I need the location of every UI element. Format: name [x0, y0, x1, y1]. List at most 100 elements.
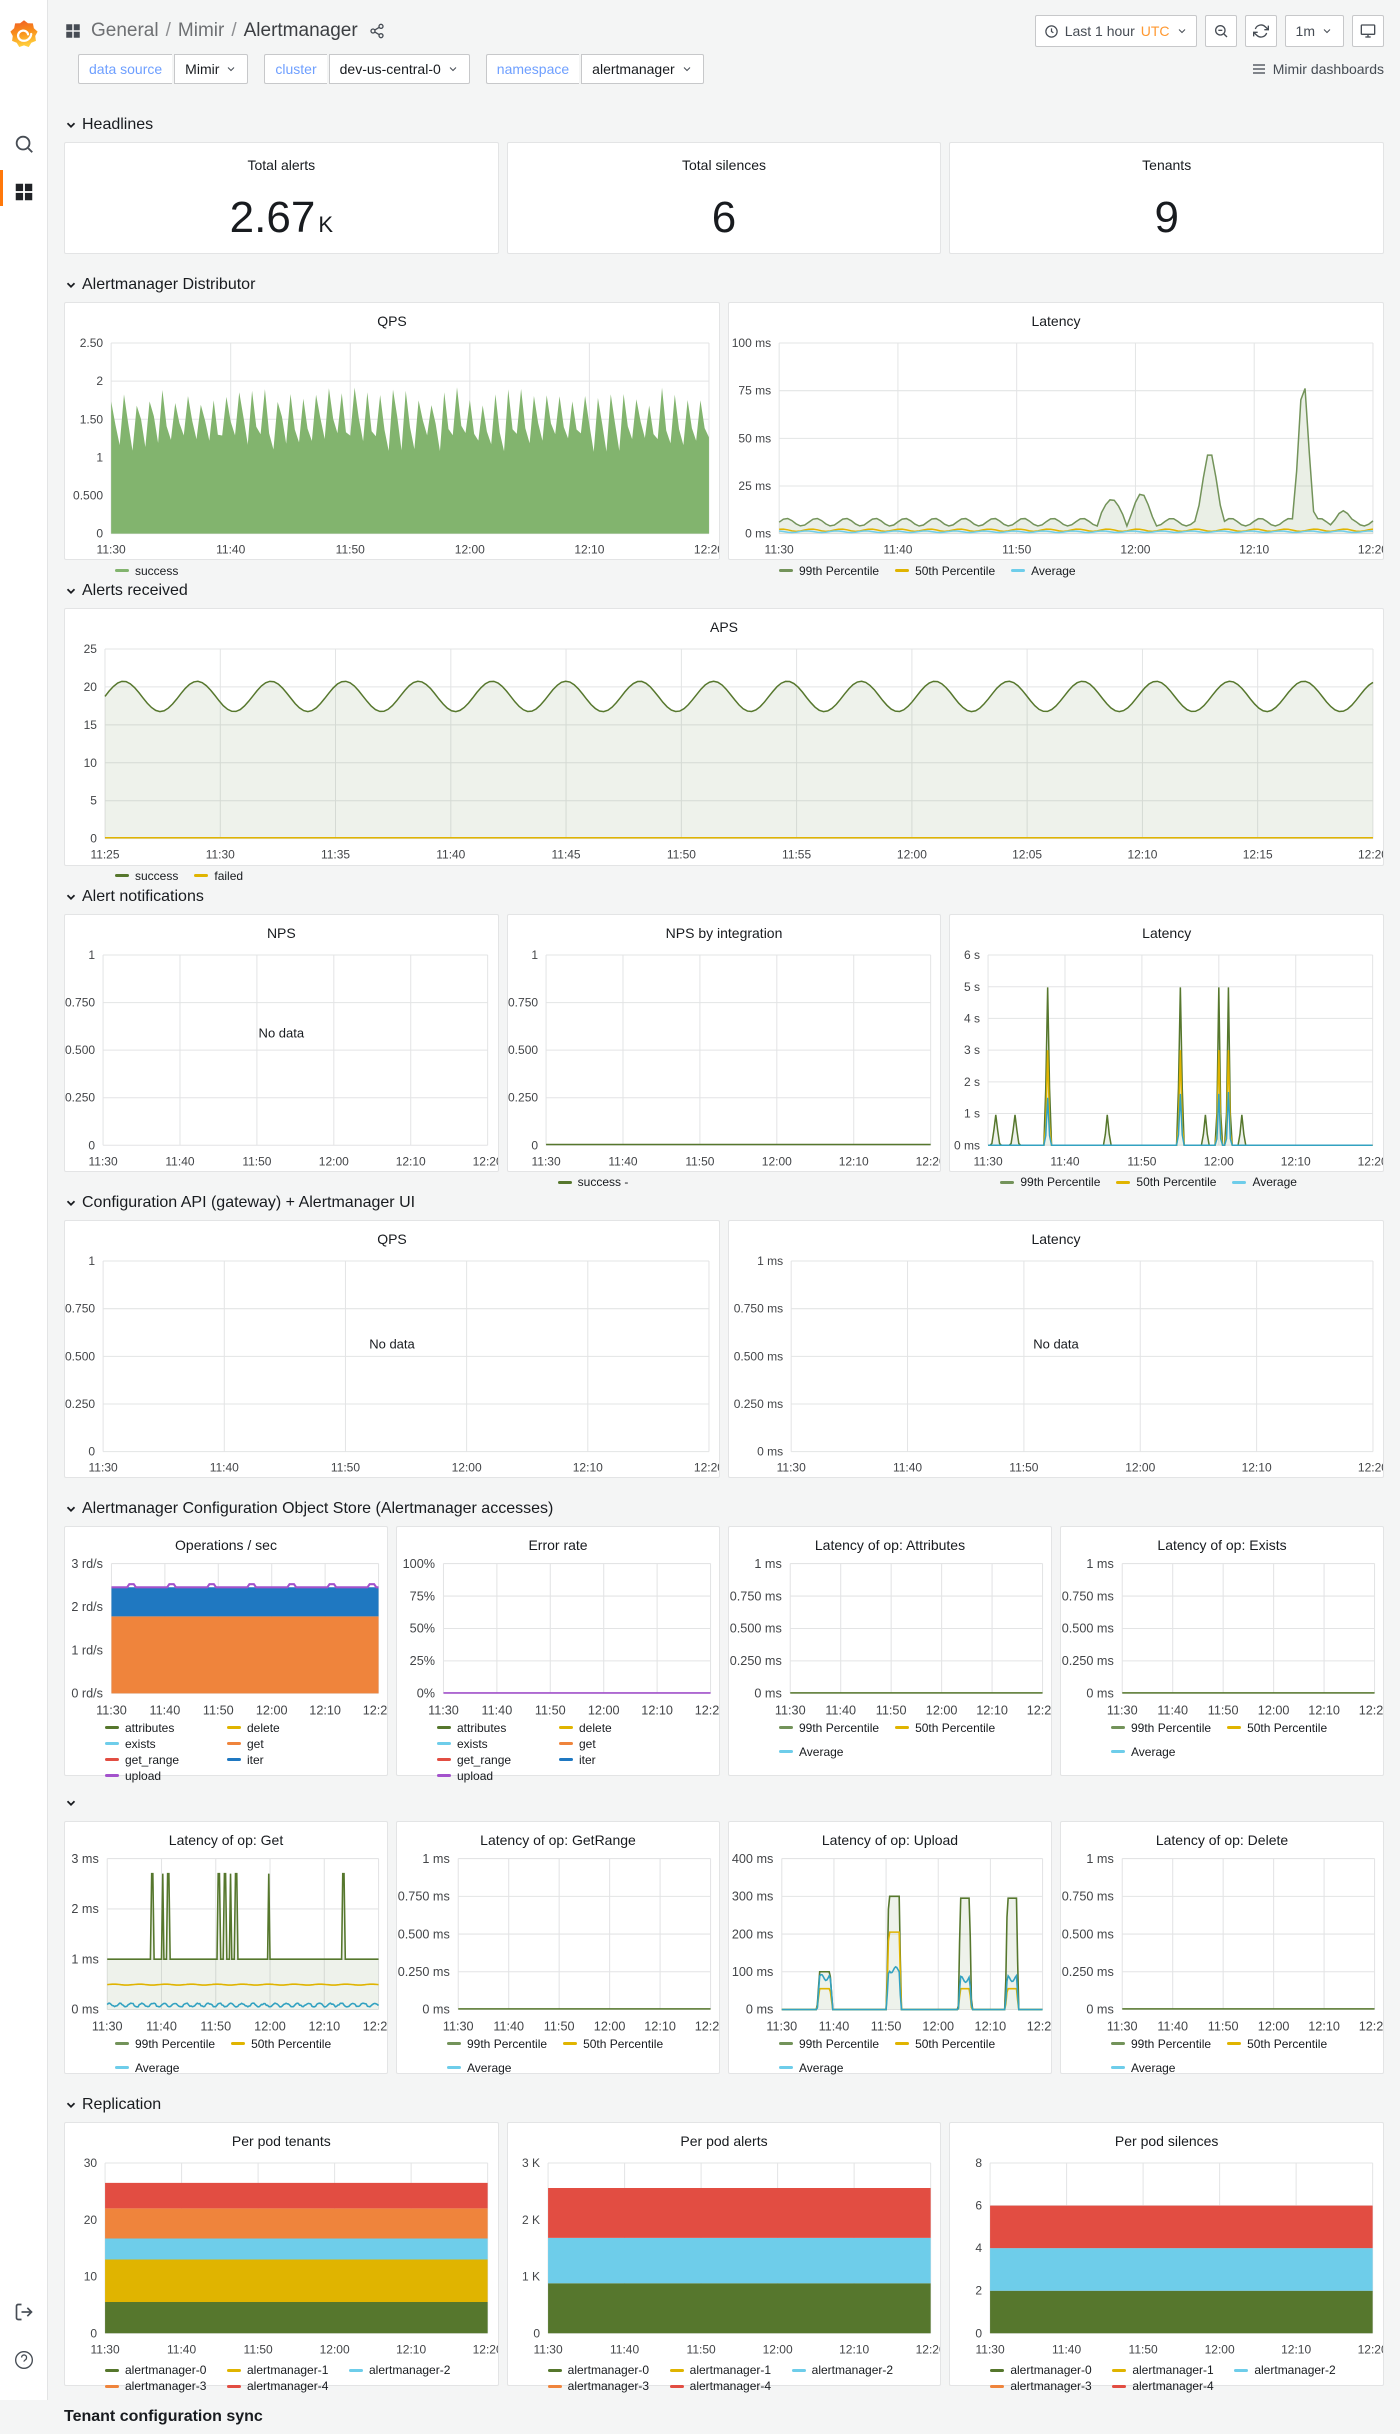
svg-text:4: 4 — [976, 2241, 983, 2255]
svg-text:11:40: 11:40 — [608, 1154, 637, 1168]
svg-text:0.750 ms: 0.750 ms — [1062, 1890, 1114, 1904]
svg-text:0 ms: 0 ms — [746, 2003, 773, 2017]
svg-text:300 ms: 300 ms — [732, 1890, 774, 1904]
svg-text:0.750 ms: 0.750 ms — [734, 1302, 783, 1316]
svg-text:11:30: 11:30 — [428, 1704, 459, 1717]
svg-text:0 ms: 0 ms — [757, 1445, 783, 1459]
svg-text:0.750 ms: 0.750 ms — [1062, 1589, 1114, 1603]
svg-text:1.50: 1.50 — [80, 412, 104, 426]
svg-text:12:10: 12:10 — [1281, 1154, 1311, 1168]
svg-text:12:10: 12:10 — [838, 1154, 868, 1168]
svg-text:0 ms: 0 ms — [754, 1687, 781, 1701]
svg-text:1 ms: 1 ms — [754, 1557, 781, 1571]
svg-text:0 ms: 0 ms — [71, 2003, 98, 2017]
svg-text:0.500 ms: 0.500 ms — [1062, 1927, 1114, 1941]
svg-text:0.750: 0.750 — [508, 996, 538, 1010]
svg-text:12:00: 12:00 — [1125, 1461, 1155, 1475]
svg-text:1 K: 1 K — [522, 2269, 540, 2283]
svg-text:12:10: 12:10 — [574, 543, 604, 557]
svg-text:0.250: 0.250 — [65, 1397, 95, 1411]
svg-text:0 rd/s: 0 rd/s — [71, 1687, 103, 1701]
svg-text:11:30: 11:30 — [766, 2020, 797, 2033]
svg-text:1 s: 1 s — [964, 1107, 980, 1121]
svg-text:0 ms: 0 ms — [422, 2003, 449, 2017]
svg-text:11:40: 11:40 — [1052, 2342, 1081, 2356]
svg-text:11:30: 11:30 — [533, 2342, 562, 2356]
svg-text:0: 0 — [533, 2326, 540, 2340]
svg-text:0%: 0% — [417, 1687, 435, 1701]
svg-text:12:00: 12:00 — [452, 1461, 482, 1475]
svg-text:25: 25 — [84, 642, 98, 656]
svg-text:4 s: 4 s — [964, 1011, 980, 1025]
svg-text:12:20: 12:20 — [473, 2342, 498, 2356]
svg-text:0.500: 0.500 — [65, 1349, 95, 1363]
svg-text:12:00: 12:00 — [594, 2020, 626, 2033]
svg-text:0.500: 0.500 — [73, 489, 103, 503]
svg-text:12:10: 12:10 — [1308, 1704, 1340, 1717]
svg-text:1: 1 — [88, 948, 95, 962]
svg-text:2 ms: 2 ms — [71, 1902, 98, 1916]
svg-text:10: 10 — [84, 756, 98, 770]
svg-text:2 s: 2 s — [964, 1075, 980, 1089]
svg-text:11:50: 11:50 — [1208, 2020, 1239, 2033]
svg-text:11:40: 11:40 — [150, 1704, 181, 1717]
svg-text:12:00: 12:00 — [1204, 1154, 1234, 1168]
svg-text:12:00: 12:00 — [256, 1704, 288, 1717]
svg-text:1: 1 — [88, 1254, 95, 1268]
svg-text:12:20: 12:20 — [1358, 1154, 1383, 1168]
svg-text:0: 0 — [88, 1445, 95, 1459]
svg-text:12:20: 12:20 — [1359, 2020, 1383, 2033]
svg-text:11:50: 11:50 — [685, 1154, 714, 1168]
svg-text:12:00: 12:00 — [1258, 2020, 1290, 2033]
svg-text:0.250 ms: 0.250 ms — [398, 1965, 450, 1979]
svg-text:75 ms: 75 ms — [738, 384, 771, 398]
svg-text:12:00: 12:00 — [926, 1704, 958, 1717]
svg-text:11:40: 11:40 — [610, 2342, 639, 2356]
svg-text:2 rd/s: 2 rd/s — [71, 1600, 103, 1614]
svg-text:0.500: 0.500 — [65, 1043, 95, 1057]
svg-text:25%: 25% — [410, 1654, 435, 1668]
svg-text:11:30: 11:30 — [91, 2342, 120, 2356]
svg-text:12:00: 12:00 — [254, 2020, 286, 2033]
svg-text:12:00: 12:00 — [897, 848, 927, 862]
svg-text:0.750 ms: 0.750 ms — [730, 1589, 782, 1603]
svg-text:12:20: 12:20 — [1359, 1704, 1383, 1717]
svg-text:11:30: 11:30 — [531, 1154, 560, 1168]
svg-text:0.750: 0.750 — [65, 996, 95, 1010]
svg-text:12:10: 12:10 — [641, 1704, 673, 1717]
svg-text:11:50: 11:50 — [203, 1704, 234, 1717]
svg-text:11:50: 11:50 — [1129, 2342, 1158, 2356]
svg-text:11:50: 11:50 — [242, 1154, 271, 1168]
svg-text:12:00: 12:00 — [761, 1154, 791, 1168]
svg-text:0.750: 0.750 — [65, 1302, 95, 1316]
svg-text:1 ms: 1 ms — [757, 1254, 783, 1268]
svg-text:11:40: 11:40 — [167, 2342, 196, 2356]
svg-text:12:15: 12:15 — [1243, 848, 1273, 862]
svg-text:12:10: 12:10 — [308, 2020, 340, 2033]
svg-text:12:10: 12:10 — [839, 2342, 869, 2356]
svg-text:0.500 ms: 0.500 ms — [1062, 1622, 1114, 1636]
svg-text:11:40: 11:40 — [146, 2020, 177, 2033]
svg-text:11:50: 11:50 — [535, 1704, 566, 1717]
svg-text:11:30: 11:30 — [974, 1154, 1003, 1168]
svg-text:2: 2 — [96, 374, 103, 388]
svg-text:30: 30 — [84, 2156, 98, 2170]
svg-text:12:20: 12:20 — [1027, 2020, 1051, 2033]
svg-text:2.50: 2.50 — [80, 336, 104, 350]
svg-text:50%: 50% — [410, 1622, 435, 1636]
svg-text:12:00: 12:00 — [320, 2342, 350, 2356]
svg-text:11:40: 11:40 — [482, 1704, 513, 1717]
svg-text:12:10: 12:10 — [1239, 543, 1269, 557]
svg-text:12:10: 12:10 — [975, 2020, 1007, 2033]
svg-text:100%: 100% — [403, 1557, 435, 1571]
svg-text:0.250: 0.250 — [65, 1091, 95, 1105]
svg-text:3 rd/s: 3 rd/s — [71, 1557, 103, 1571]
svg-text:12:10: 12:10 — [396, 2342, 426, 2356]
svg-text:11:30: 11:30 — [1107, 1704, 1138, 1717]
svg-text:0: 0 — [96, 527, 103, 541]
svg-text:0 ms: 0 ms — [1086, 1687, 1113, 1701]
svg-text:11:30: 11:30 — [97, 543, 126, 557]
svg-text:100 ms: 100 ms — [732, 1965, 774, 1979]
svg-text:25 ms: 25 ms — [738, 479, 771, 493]
svg-text:0.500 ms: 0.500 ms — [398, 1927, 450, 1941]
